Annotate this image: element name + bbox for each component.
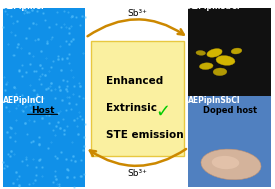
Text: Doped host: Doped host: [203, 106, 257, 115]
Text: Sb³⁺: Sb³⁺: [128, 9, 147, 18]
FancyBboxPatch shape: [188, 96, 271, 187]
Ellipse shape: [212, 156, 239, 169]
Text: AEPipInSbCl: AEPipInSbCl: [188, 2, 241, 11]
FancyBboxPatch shape: [3, 96, 85, 187]
Text: ✓: ✓: [155, 103, 170, 121]
Text: AEPipInSbCl: AEPipInSbCl: [188, 96, 241, 105]
FancyBboxPatch shape: [91, 41, 184, 156]
Text: Host: Host: [31, 106, 54, 115]
Ellipse shape: [207, 49, 222, 57]
Text: Enhanced: Enhanced: [106, 76, 163, 86]
Ellipse shape: [231, 48, 242, 54]
Text: Extrinsic: Extrinsic: [106, 103, 157, 113]
Text: AEPipInCl: AEPipInCl: [3, 96, 44, 105]
Ellipse shape: [199, 63, 213, 70]
Ellipse shape: [216, 56, 235, 65]
Text: Sb³⁺: Sb³⁺: [128, 169, 147, 178]
Ellipse shape: [196, 50, 205, 55]
Text: AEPipInCl: AEPipInCl: [3, 2, 44, 11]
Ellipse shape: [201, 149, 261, 180]
FancyBboxPatch shape: [3, 8, 85, 98]
Ellipse shape: [213, 68, 227, 76]
Text: STE emission: STE emission: [106, 130, 183, 140]
FancyBboxPatch shape: [188, 8, 271, 98]
